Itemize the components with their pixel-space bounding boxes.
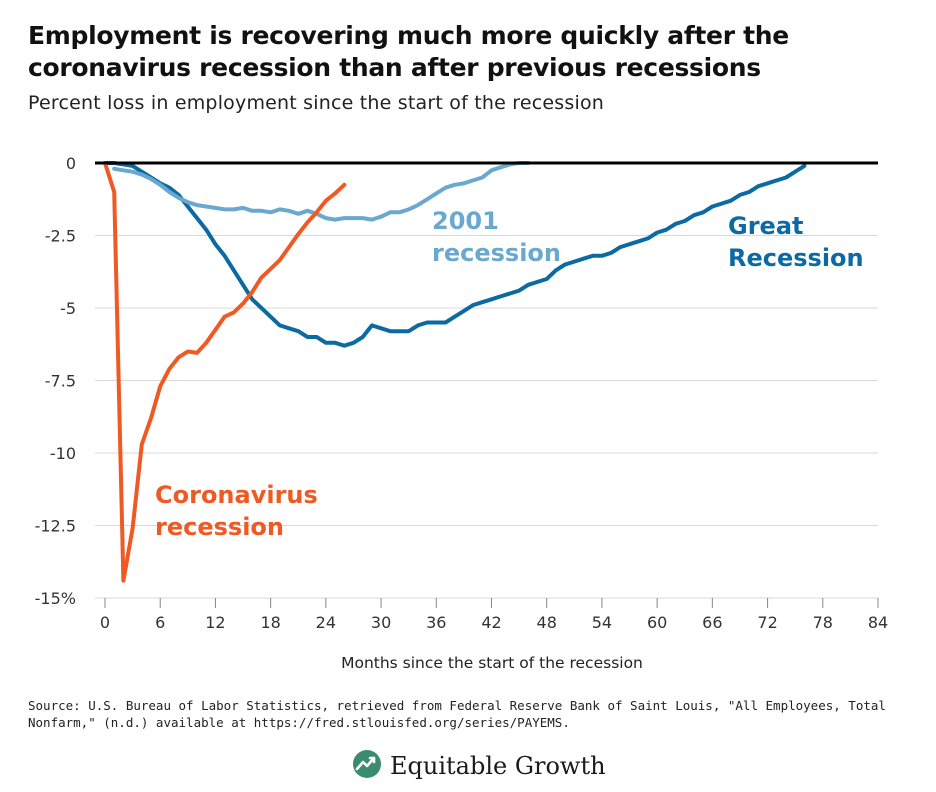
x-tick-label: 24 bbox=[316, 613, 336, 632]
great-recession-label: Great bbox=[728, 212, 803, 240]
x-tick-label: 12 bbox=[205, 613, 225, 632]
recession-2001-line bbox=[112, 161, 531, 222]
y-tick-label: -12.5 bbox=[35, 517, 76, 536]
x-axis-label: Months since the start of the recession bbox=[341, 654, 643, 672]
chart-title: Employment is recovering much more quick… bbox=[28, 21, 789, 82]
x-tick-label: 6 bbox=[155, 613, 165, 632]
x-tick-label: 54 bbox=[592, 613, 612, 632]
x-tick-label: 66 bbox=[702, 613, 722, 632]
x-tick-label: 84 bbox=[868, 613, 888, 632]
coronavirus-recession-label: Coronavirus bbox=[155, 481, 318, 509]
recession-2001-label: 2001 bbox=[432, 207, 499, 235]
x-tick-label: 78 bbox=[813, 613, 833, 632]
x-tick-label: 36 bbox=[426, 613, 446, 632]
recession-2001-label: recession bbox=[432, 239, 561, 267]
chart-subtitle: Percent loss in employment since the sta… bbox=[28, 92, 605, 114]
brand-name: Equitable Growth bbox=[390, 752, 606, 780]
x-tick-label: 18 bbox=[260, 613, 280, 632]
coronavirus-recession-line bbox=[103, 161, 347, 583]
great-recession-label: Recession bbox=[728, 244, 864, 272]
x-tick-label: 42 bbox=[481, 613, 501, 632]
source-note: Source: U.S. Bureau of Labor Statistics,… bbox=[28, 698, 886, 730]
y-tick-label: -15% bbox=[35, 589, 76, 608]
y-tick-label: -7.5 bbox=[45, 372, 76, 391]
x-tick-label: 60 bbox=[647, 613, 667, 632]
x-tick-label: 30 bbox=[371, 613, 391, 632]
line-chart: 0 -2.5 -5 -7.5 -10 -12.5 -15% 0 6 12 18 24 30 36 42 48 5… bbox=[35, 154, 889, 672]
x-tick-label: 72 bbox=[757, 613, 777, 632]
y-tick-label: -10 bbox=[50, 444, 76, 463]
y-tick-label: -5 bbox=[60, 299, 76, 318]
y-tick-label: -2.5 bbox=[45, 227, 76, 246]
equitable-growth-logo-icon bbox=[352, 749, 382, 783]
x-tick-label: 48 bbox=[537, 613, 557, 632]
great-recession-line bbox=[103, 161, 807, 348]
x-tick-label: 0 bbox=[100, 613, 110, 632]
y-tick-label: 0 bbox=[66, 154, 76, 173]
coronavirus-recession-label: recession bbox=[155, 513, 284, 541]
brand-logo: Equitable Growth bbox=[352, 749, 606, 783]
